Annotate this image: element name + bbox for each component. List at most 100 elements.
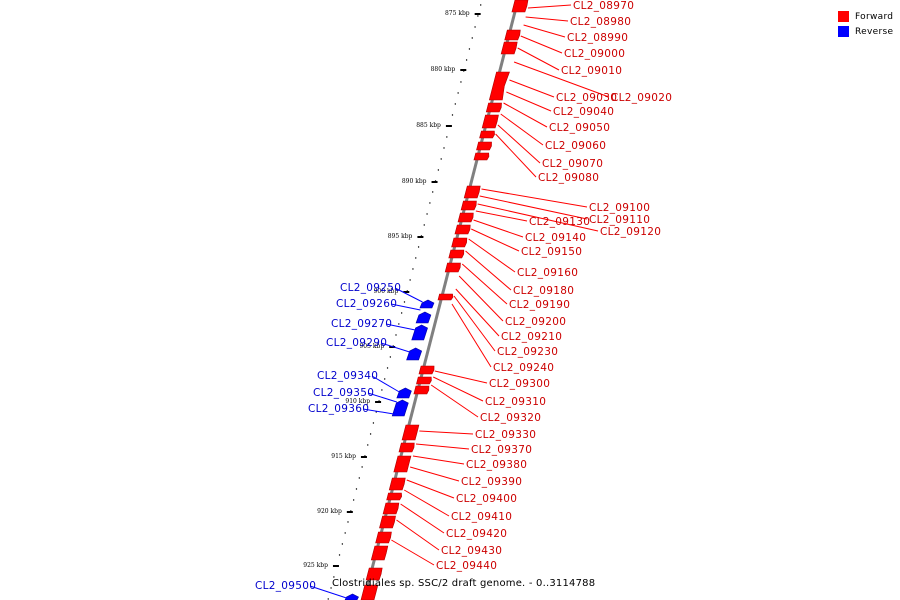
minor-tick-dot (480, 4, 482, 6)
forward-label-leader (500, 113, 544, 146)
scale-tick-label: 885 kbp (416, 122, 441, 129)
scale-tick-label: 925 kbp (303, 562, 328, 569)
forward-gene-label: CL2_09140 (525, 232, 586, 244)
forward-gene-block (451, 237, 468, 248)
forward-gene-block (457, 212, 474, 223)
minor-tick-dot (448, 125, 451, 127)
forward-label-leader (396, 519, 440, 551)
reverse-gene-block (415, 311, 432, 324)
minor-tick-dot (355, 488, 358, 490)
forward-gene-block (386, 492, 402, 501)
minor-tick-dot (358, 477, 360, 479)
minor-tick-dot (389, 356, 392, 358)
forward-gene-block (398, 442, 415, 453)
forward-label-leader (473, 219, 524, 238)
forward-gene-label: CL2_09210 (501, 331, 562, 343)
forward-label-leader (419, 430, 474, 435)
forward-gene-block (454, 224, 471, 235)
forward-gene-block (413, 385, 430, 395)
forward-label-leader (503, 102, 548, 128)
reverse-gene-label: CL2_09270 (331, 318, 392, 330)
forward-label-leader (525, 16, 569, 22)
forward-gene-label: CL2_09330 (475, 429, 536, 441)
forward-gene-block (365, 567, 383, 581)
forward-gene-block (488, 71, 510, 101)
forward-label-leader (391, 539, 435, 566)
forward-gene-block (500, 41, 518, 55)
forward-label-leader (434, 370, 488, 384)
reverse-gene-block (391, 399, 409, 417)
forward-label-leader (433, 376, 484, 402)
minor-tick-dot (471, 37, 473, 39)
gene-features (344, 0, 529, 600)
genome-caption: Clostridiales sp. SSC/2 draft genome. - … (332, 578, 596, 589)
forward-gene-block (479, 130, 495, 139)
forward-gene-block (473, 152, 490, 161)
minor-tick-dot (417, 246, 420, 248)
legend-item-forward: Forward (838, 9, 893, 24)
forward-gene-block (437, 293, 454, 301)
minor-tick-dot (432, 191, 434, 193)
forward-gene-block (504, 29, 521, 41)
forward-gene-label: CL2_09320 (480, 412, 541, 424)
minor-tick-dot (403, 301, 406, 303)
forward-label-leader (461, 263, 508, 305)
forward-gene-block (444, 262, 461, 273)
forward-gene-label: CL2_09110 (589, 214, 650, 226)
reverse-swatch (838, 26, 849, 37)
forward-swatch (838, 11, 849, 22)
forward-label-leader (517, 47, 560, 71)
reverse-label-leader (385, 323, 416, 331)
forward-label-leader (400, 503, 445, 534)
legend-label-forward: Forward (855, 11, 894, 22)
forward-label-leader (497, 124, 541, 164)
minor-tick-dot (327, 598, 329, 600)
forward-gene-label: CL2_09040 (553, 106, 614, 118)
minor-tick-dot (381, 389, 383, 391)
forward-gene-label: CL2_09440 (436, 560, 497, 572)
forward-gene-label: CL2_09020 (611, 92, 672, 104)
forward-gene-block (481, 114, 499, 129)
reverse-label-leader (367, 392, 397, 403)
forward-label-leader (468, 238, 516, 273)
scale-tick-label: 900 kbp (374, 288, 399, 295)
forward-label-leader (477, 203, 599, 232)
forward-gene-label: CL2_09070 (542, 158, 603, 170)
minor-tick-dot (454, 103, 457, 105)
minor-tick-dot (336, 565, 338, 567)
forward-label-leader (471, 228, 520, 252)
forward-label-leader (409, 466, 460, 482)
forward-gene-block (360, 584, 379, 600)
forward-gene-label: CL2_09420 (446, 528, 507, 540)
forward-gene-block (393, 455, 412, 473)
forward-label-leader (465, 250, 512, 291)
forward-gene-block (485, 102, 502, 113)
forward-label-leader (479, 195, 588, 220)
forward-label-leader (415, 443, 470, 450)
legend-item-reverse: Reverse (838, 24, 893, 39)
reverse-gene-block (419, 299, 435, 309)
minor-tick-dot (409, 279, 411, 281)
scale-tick-label: 890 kbp (402, 178, 427, 185)
forward-gene-block (382, 502, 400, 515)
forward-gene-label: CL2_09010 (561, 65, 622, 77)
reverse-gene-block (344, 593, 359, 600)
reverse-gene-label: CL2_09290 (326, 337, 387, 349)
minor-tick-dot (451, 114, 454, 116)
forward-gene-block (375, 531, 392, 544)
reverse-gene-label: CL2_09340 (317, 370, 378, 382)
minor-tick-dot (384, 378, 386, 380)
forward-label-leader (412, 455, 465, 465)
minor-tick-dot (429, 202, 431, 204)
forward-gene-label: CL2_09190 (509, 299, 570, 311)
forward-gene-label: CL2_09410 (451, 511, 512, 523)
forward-gene-label: CL2_09050 (549, 122, 610, 134)
minor-tick-dot (386, 367, 389, 369)
reverse-gene-label: CL2_09350 (313, 387, 374, 399)
forward-gene-label: CL2_09130 (529, 216, 590, 228)
forward-gene-label: CL2_09240 (493, 362, 554, 374)
minor-tick-dot (443, 147, 445, 149)
forward-label-leader (495, 133, 537, 178)
forward-gene-block (401, 424, 420, 441)
scale-tick-label: 875 kbp (445, 10, 470, 17)
